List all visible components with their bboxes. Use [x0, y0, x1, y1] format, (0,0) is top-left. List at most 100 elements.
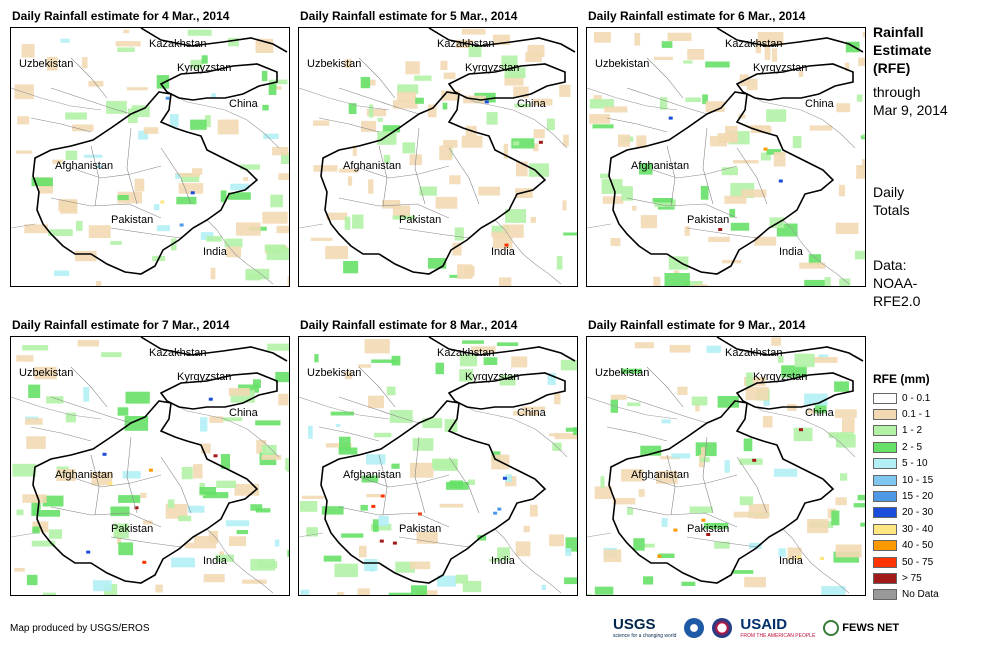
rainfall-blobs — [589, 32, 865, 286]
country-label-kyrgyzstan: Kyrgyzstan — [465, 371, 520, 383]
rainfall-map: Kazakhstan Uzbekistan Kyrgyzstan China Afgha… — [586, 336, 866, 596]
country-label-pakistan: Pakistan — [111, 523, 154, 535]
country-label-india: India — [203, 246, 227, 258]
rfe-title: Rainfall Estimate (RFE) — [873, 23, 931, 77]
province-boundaries — [318, 57, 480, 239]
country-label-china: China — [517, 98, 546, 110]
panel-title: Daily Rainfall estimate for 7 Mar., 2014 — [12, 318, 230, 332]
rainfall-map: Kazakhstan Uzbekistan Kyrgyzstan China Afgha… — [10, 27, 290, 287]
country-label-china: China — [229, 407, 258, 419]
country-label-china: China — [517, 407, 546, 419]
legend-swatch — [873, 507, 897, 519]
country-label-uzbekistan: Uzbekistan — [595, 367, 650, 379]
title-line: Rainfall — [873, 24, 924, 40]
province-boundaries — [606, 366, 768, 548]
rainfall-map: Kazakhstan Uzbekistan Kyrgyzstan China Afgha… — [298, 336, 578, 596]
country-label-afghanistan: Afghanistan — [343, 160, 402, 172]
title-line: (RFE) — [873, 60, 911, 76]
legend-swatch — [873, 523, 897, 535]
country-label-uzbekistan: Uzbekistan — [19, 58, 74, 70]
country-label-china: China — [229, 98, 258, 110]
country-label-kyrgyzstan: Kyrgyzstan — [753, 62, 808, 74]
country-label-kyrgyzstan: Kyrgyzstan — [177, 62, 232, 74]
country-label-kazakhstan: Kazakhstan — [149, 38, 207, 50]
country-boundaries — [587, 396, 856, 594]
legend-label: 30 - 40 — [902, 523, 934, 535]
country-label-india: India — [491, 246, 515, 258]
country-boundaries — [587, 87, 856, 285]
legend-label: 0.1 - 1 — [902, 409, 931, 421]
data-line: Data: — [873, 257, 907, 273]
usgs-logo: USGS science for a changing world — [613, 616, 676, 639]
fews-logo-text: FEWS NET — [842, 621, 900, 634]
rainfall-map: Kazakhstan Uzbekistan Kyrgyzstan China Afgha… — [10, 336, 290, 596]
rainfall-map-panel: Daily Rainfall estimate for 7 Mar., 2014… — [10, 318, 290, 598]
daily-totals: Daily Totals — [873, 183, 910, 219]
through-line: through — [873, 84, 921, 100]
legend-item: 30 - 40 — [873, 521, 939, 537]
noaa-logo-icon — [684, 617, 705, 638]
panel-title: Daily Rainfall estimate for 4 Mar., 2014 — [12, 9, 230, 23]
country-boundaries — [299, 396, 568, 594]
country-label-china: China — [805, 98, 834, 110]
province-boundaries — [318, 366, 480, 548]
legend-item: 0.1 - 1 — [873, 406, 939, 422]
country-label-uzbekistan: Uzbekistan — [19, 367, 74, 379]
rainfall-map-panel: Daily Rainfall estimate for 4 Mar., 2014… — [10, 9, 290, 289]
country-label-india: India — [203, 555, 227, 567]
usaid-tagline: FROM THE AMERICAN PEOPLE — [740, 633, 816, 639]
province-boundaries — [30, 366, 192, 548]
rainfall-blobs — [310, 28, 577, 286]
title-line: Estimate — [873, 42, 932, 58]
legend-swatch — [873, 425, 897, 437]
panel-title: Daily Rainfall estimate for 8 Mar., 2014 — [300, 318, 518, 332]
legend-label: 40 - 50 — [902, 540, 934, 552]
legend-swatch — [873, 441, 897, 453]
focus-outline — [608, 28, 864, 275]
focus-outline — [32, 337, 288, 584]
country-label-pakistan: Pakistan — [111, 214, 154, 226]
focus-outline — [320, 337, 576, 584]
legend-label: No Data — [902, 589, 939, 601]
country-label-india: India — [779, 246, 803, 258]
province-boundaries — [30, 57, 192, 239]
legend-label: > 75 — [902, 572, 922, 584]
globe-icon — [823, 619, 840, 636]
country-label-afghanistan: Afghanistan — [343, 469, 402, 481]
legend-swatch — [873, 474, 897, 486]
country-label-kyrgyzstan: Kyrgyzstan — [465, 62, 520, 74]
usaid-seal-icon — [712, 617, 733, 638]
legend-swatch — [873, 491, 897, 503]
through-line: Mar 9, 2014 — [873, 102, 948, 118]
rainfall-map: Kazakhstan Uzbekistan Kyrgyzstan China Afgha… — [298, 27, 578, 287]
country-label-india: India — [779, 555, 803, 567]
legend-swatch — [873, 392, 897, 404]
legend-label: 1 - 2 — [902, 425, 923, 437]
province-boundaries — [606, 57, 768, 239]
legend-item: 0 - 0.1 — [873, 390, 939, 406]
legend-swatch — [873, 589, 897, 601]
data-source: Data: NOAA- RFE2.0 — [873, 256, 920, 310]
map-graphic — [587, 337, 865, 595]
country-label-india: India — [491, 555, 515, 567]
legend-item: 10 - 15 — [873, 472, 939, 488]
usaid-logo-text: USAID — [740, 616, 788, 633]
rainfall-blobs — [12, 339, 289, 595]
legend-label: 20 - 30 — [902, 507, 934, 519]
legend-item: No Data — [873, 587, 939, 603]
country-label-pakistan: Pakistan — [399, 523, 442, 535]
legend-item: 2 - 5 — [873, 439, 939, 455]
country-label-afghanistan: Afghanistan — [631, 469, 690, 481]
legend-title: RFE (mm) — [873, 372, 930, 386]
country-label-kyrgyzstan: Kyrgyzstan — [177, 371, 232, 383]
rainfall-map-panel: Daily Rainfall estimate for 9 Mar., 2014… — [586, 318, 866, 598]
panel-title: Daily Rainfall estimate for 9 Mar., 2014 — [588, 318, 806, 332]
country-label-pakistan: Pakistan — [687, 214, 730, 226]
map-graphic — [299, 337, 577, 595]
country-label-pakistan: Pakistan — [687, 523, 730, 535]
country-label-kyrgyzstan: Kyrgyzstan — [753, 371, 808, 383]
legend-item: 40 - 50 — [873, 538, 939, 554]
map-graphic — [11, 28, 289, 286]
country-boundaries — [11, 87, 280, 285]
country-label-kazakhstan: Kazakhstan — [149, 347, 207, 359]
